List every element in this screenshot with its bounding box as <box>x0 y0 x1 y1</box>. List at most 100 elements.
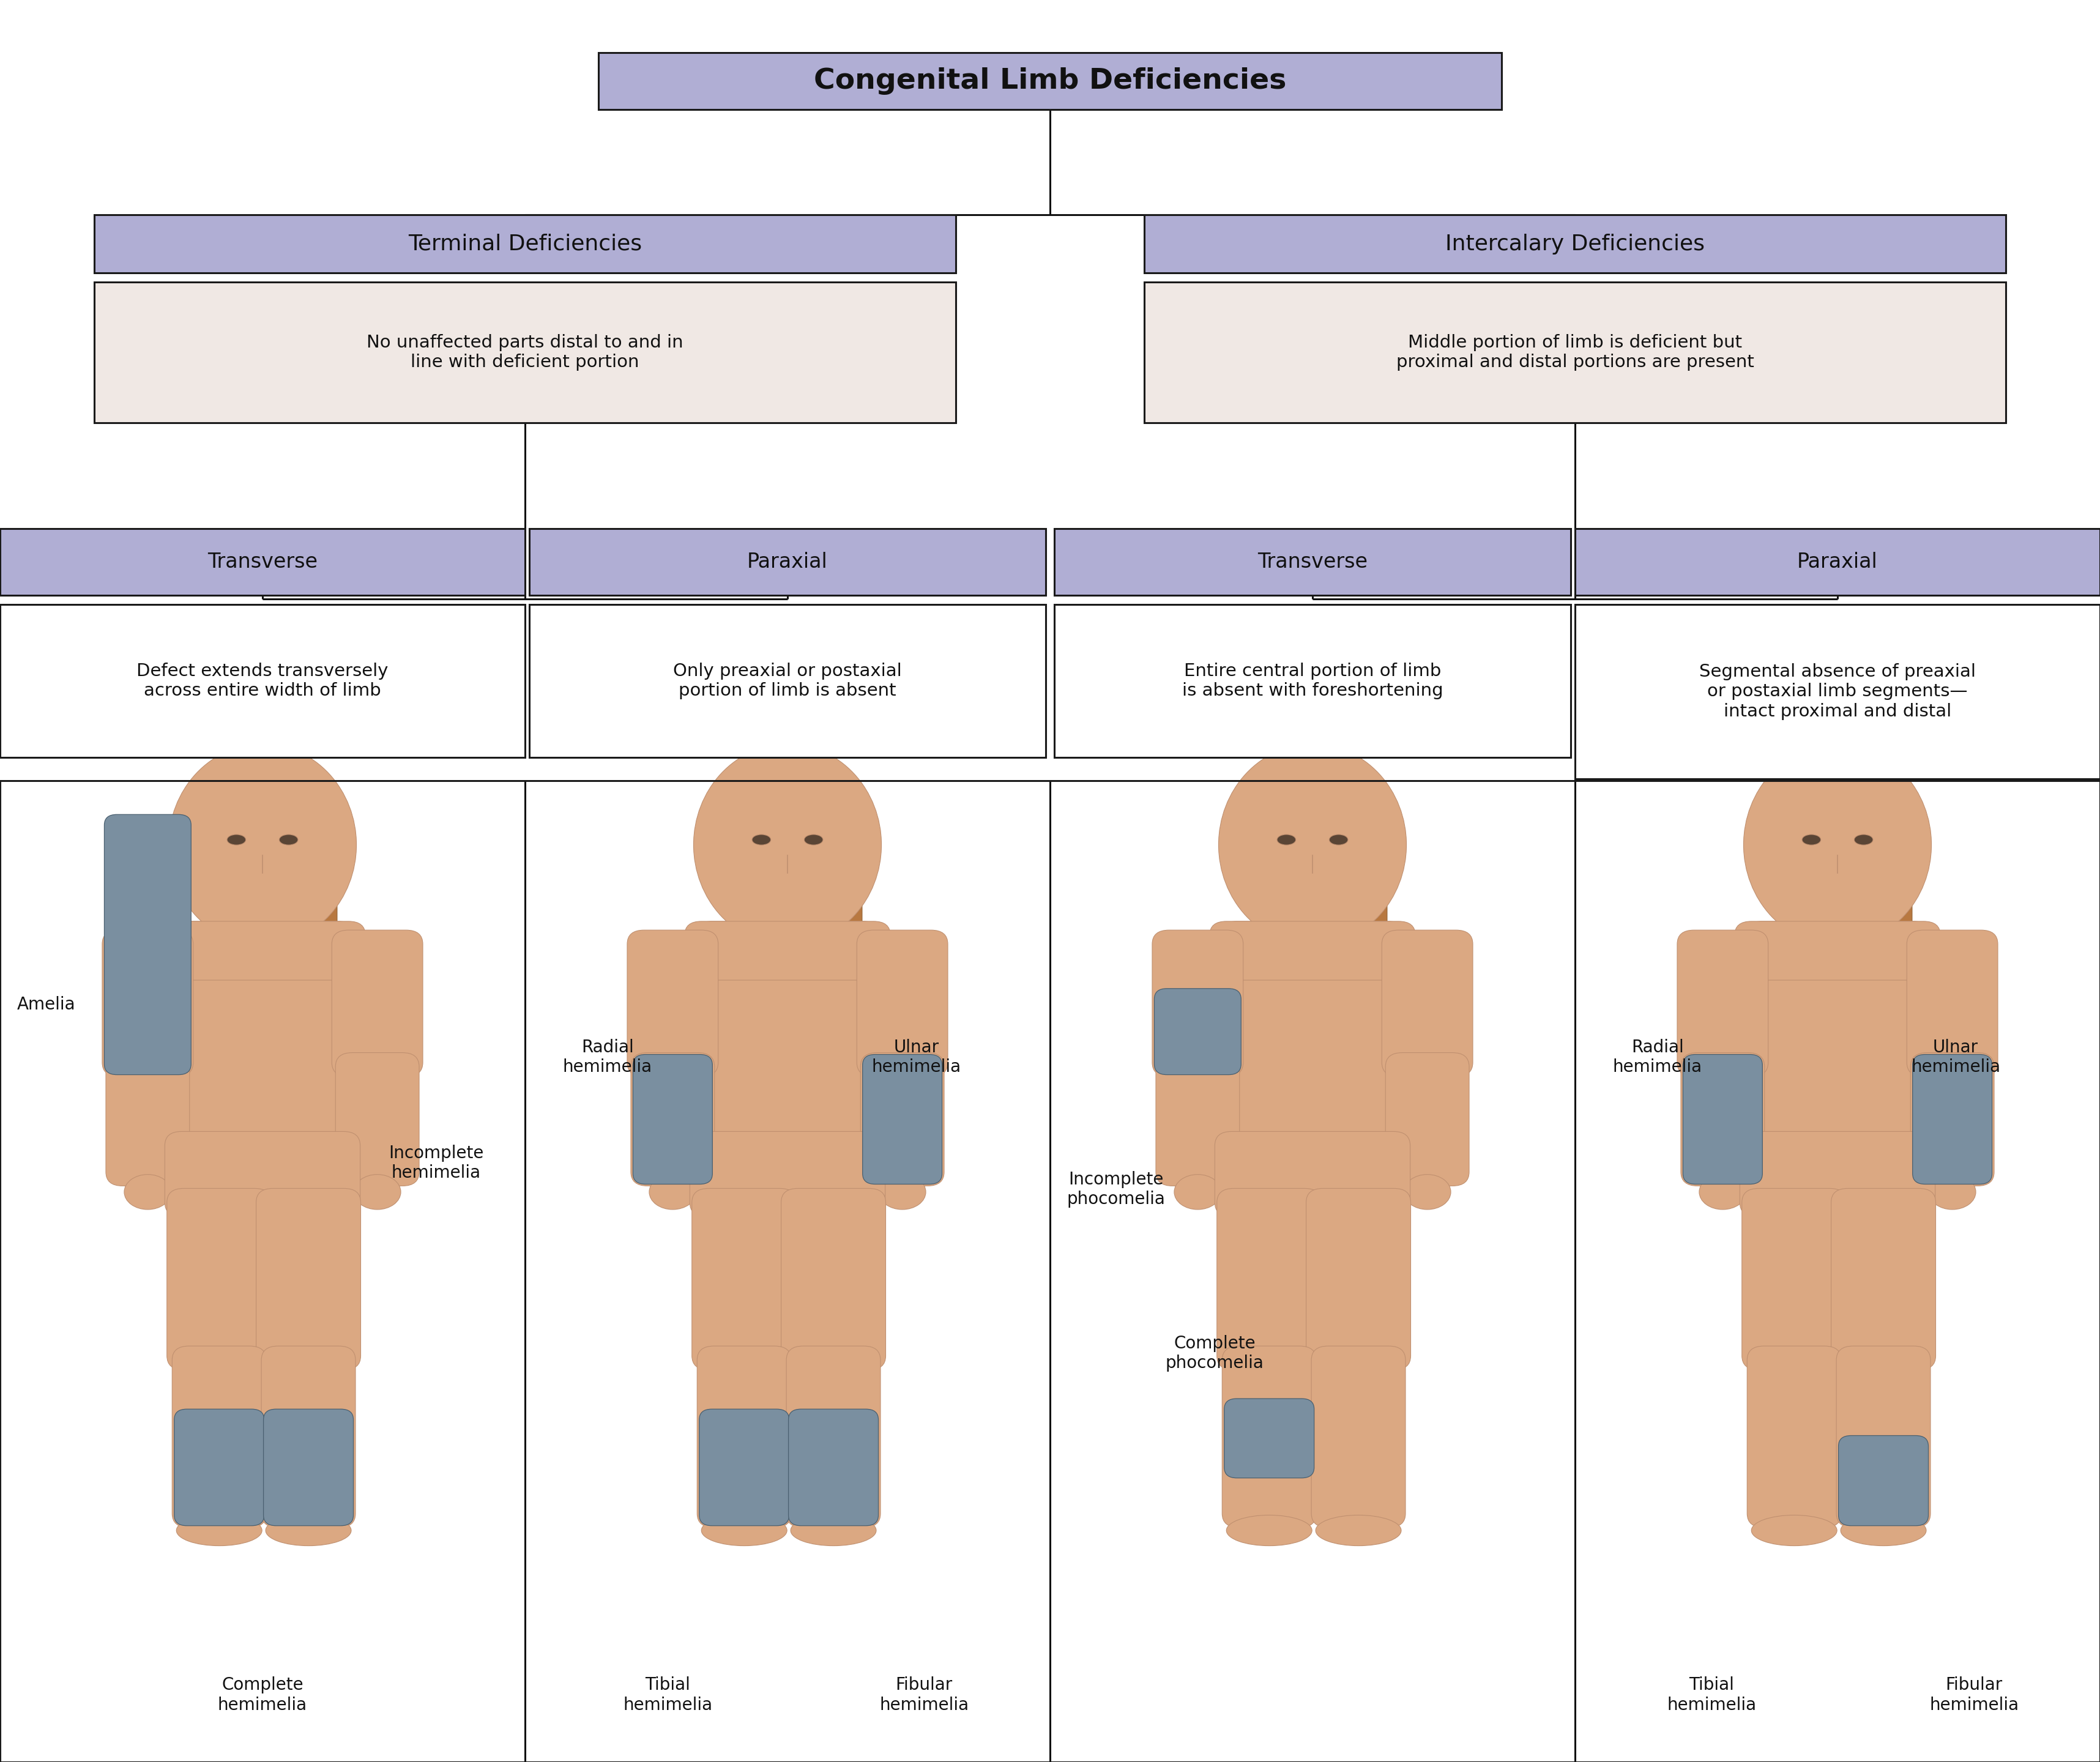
FancyBboxPatch shape <box>781 1188 886 1369</box>
Text: Tibial
hemimelia: Tibial hemimelia <box>1667 1677 1756 1713</box>
FancyBboxPatch shape <box>1913 1054 1993 1184</box>
FancyBboxPatch shape <box>262 1410 353 1526</box>
FancyBboxPatch shape <box>691 1188 796 1369</box>
Text: Defect extends transversely
across entire width of limb: Defect extends transversely across entir… <box>136 663 388 700</box>
FancyBboxPatch shape <box>1054 604 1571 758</box>
FancyBboxPatch shape <box>1220 922 1405 1159</box>
FancyBboxPatch shape <box>1264 830 1317 936</box>
FancyBboxPatch shape <box>1155 988 1241 1075</box>
Ellipse shape <box>1403 1175 1451 1209</box>
Ellipse shape <box>1928 1175 1976 1209</box>
Ellipse shape <box>353 1175 401 1209</box>
Text: Fibular
hemimelia: Fibular hemimelia <box>880 1677 968 1713</box>
FancyBboxPatch shape <box>1216 1188 1321 1369</box>
Text: Intercalary Deficiencies: Intercalary Deficiencies <box>1445 234 1705 254</box>
FancyBboxPatch shape <box>1682 1054 1762 1184</box>
FancyBboxPatch shape <box>172 1346 267 1528</box>
FancyBboxPatch shape <box>286 830 338 936</box>
FancyBboxPatch shape <box>1210 922 1415 980</box>
Text: Transverse: Transverse <box>208 552 317 573</box>
FancyBboxPatch shape <box>699 1410 790 1526</box>
Text: Radial
hemimelia: Radial hemimelia <box>563 1040 653 1075</box>
Text: Amelia: Amelia <box>17 996 76 1013</box>
FancyBboxPatch shape <box>1831 1188 1936 1369</box>
FancyBboxPatch shape <box>861 1052 945 1186</box>
Ellipse shape <box>790 1515 876 1545</box>
Ellipse shape <box>1751 1515 1838 1545</box>
FancyBboxPatch shape <box>1739 1131 1936 1216</box>
FancyBboxPatch shape <box>1789 830 1842 936</box>
Ellipse shape <box>1854 835 1873 846</box>
FancyBboxPatch shape <box>1907 930 1997 1077</box>
FancyBboxPatch shape <box>632 1054 712 1184</box>
FancyBboxPatch shape <box>1911 1052 1995 1186</box>
FancyBboxPatch shape <box>214 830 267 936</box>
FancyBboxPatch shape <box>630 1052 714 1186</box>
FancyBboxPatch shape <box>811 830 863 936</box>
Ellipse shape <box>1218 744 1407 946</box>
Ellipse shape <box>176 1515 262 1545</box>
FancyBboxPatch shape <box>752 877 823 951</box>
FancyBboxPatch shape <box>0 529 525 596</box>
FancyBboxPatch shape <box>105 1052 189 1186</box>
Ellipse shape <box>1743 744 1932 946</box>
FancyBboxPatch shape <box>1678 930 1768 1077</box>
Text: Transverse: Transverse <box>1258 552 1367 573</box>
Text: Terminal Deficiencies: Terminal Deficiencies <box>407 234 643 254</box>
Text: No unaffected parts distal to and in
line with deficient portion: No unaffected parts distal to and in lin… <box>367 335 682 370</box>
FancyBboxPatch shape <box>1310 1346 1405 1528</box>
FancyBboxPatch shape <box>0 604 525 758</box>
FancyBboxPatch shape <box>256 1188 361 1369</box>
Ellipse shape <box>1783 765 1892 895</box>
FancyBboxPatch shape <box>1214 1131 1411 1216</box>
Ellipse shape <box>649 1175 697 1209</box>
Text: Only preaxial or postaxial
portion of limb is absent: Only preaxial or postaxial portion of li… <box>674 663 901 700</box>
FancyBboxPatch shape <box>1802 877 1873 951</box>
FancyBboxPatch shape <box>260 1346 355 1528</box>
Text: Paraxial: Paraxial <box>1798 552 1877 573</box>
FancyBboxPatch shape <box>174 1410 265 1526</box>
FancyBboxPatch shape <box>1575 604 2100 779</box>
Ellipse shape <box>1226 1515 1312 1545</box>
FancyBboxPatch shape <box>1144 282 2005 423</box>
Text: Segmental absence of preaxial
or postaxial limb segments—
intact proximal and di: Segmental absence of preaxial or postaxi… <box>1699 663 1976 721</box>
FancyBboxPatch shape <box>598 53 1502 109</box>
Ellipse shape <box>227 835 246 846</box>
Ellipse shape <box>878 1175 926 1209</box>
Ellipse shape <box>1840 1515 1926 1545</box>
FancyBboxPatch shape <box>164 1131 361 1216</box>
Text: Incomplete
hemimelia: Incomplete hemimelia <box>388 1145 483 1181</box>
Ellipse shape <box>1329 835 1348 846</box>
Text: Complete
phocomelia: Complete phocomelia <box>1166 1336 1264 1371</box>
FancyBboxPatch shape <box>1222 1346 1317 1528</box>
FancyBboxPatch shape <box>1224 1399 1315 1478</box>
Text: Entire central portion of limb
is absent with foreshortening: Entire central portion of limb is absent… <box>1182 663 1443 700</box>
Ellipse shape <box>752 835 771 846</box>
FancyBboxPatch shape <box>1277 877 1348 951</box>
FancyBboxPatch shape <box>1838 1436 1928 1526</box>
Ellipse shape <box>1277 835 1296 846</box>
FancyBboxPatch shape <box>628 930 718 1077</box>
FancyBboxPatch shape <box>1306 1188 1411 1369</box>
FancyBboxPatch shape <box>1835 1346 1930 1528</box>
Text: Radial
hemimelia: Radial hemimelia <box>1613 1040 1703 1075</box>
FancyBboxPatch shape <box>1861 830 1913 936</box>
Ellipse shape <box>733 765 842 895</box>
FancyBboxPatch shape <box>1680 1052 1764 1186</box>
FancyBboxPatch shape <box>1747 1346 1842 1528</box>
FancyBboxPatch shape <box>1153 930 1243 1077</box>
FancyBboxPatch shape <box>529 529 1046 596</box>
Ellipse shape <box>693 744 882 946</box>
Text: Complete
hemimelia: Complete hemimelia <box>218 1677 307 1713</box>
FancyBboxPatch shape <box>1386 1052 1470 1186</box>
FancyBboxPatch shape <box>1735 922 1940 980</box>
FancyBboxPatch shape <box>857 930 947 1077</box>
FancyBboxPatch shape <box>94 282 956 423</box>
FancyBboxPatch shape <box>1741 1188 1846 1369</box>
FancyBboxPatch shape <box>1336 830 1388 936</box>
FancyBboxPatch shape <box>1144 215 2005 273</box>
FancyBboxPatch shape <box>1054 529 1571 596</box>
FancyBboxPatch shape <box>336 1052 420 1186</box>
Ellipse shape <box>1699 1175 1747 1209</box>
FancyBboxPatch shape <box>739 830 792 936</box>
